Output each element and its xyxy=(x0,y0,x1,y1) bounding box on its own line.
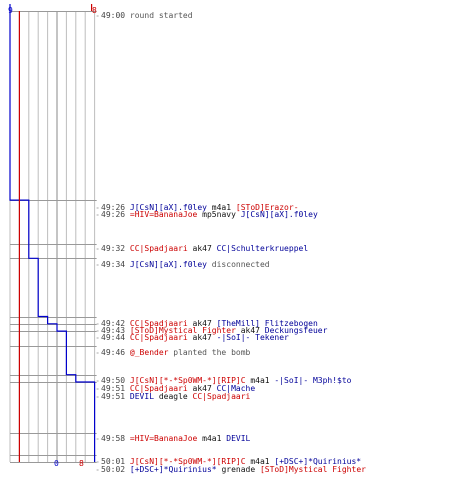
player-red: =HIV=BananaJoe xyxy=(129,434,198,443)
event-text: ak47 xyxy=(187,244,217,253)
event-text: planted the bomb xyxy=(168,348,251,357)
player-blue: DEVIL xyxy=(226,434,251,443)
event-row: 49:43 [SToD]Mystical Fighter ak47 Deckun… xyxy=(101,326,327,335)
event-row: 49:50 J[CsN][*-*Sp0WM-*][RIP]C m4a1 -|So… xyxy=(101,376,351,385)
blue-end-count: 0 xyxy=(54,459,59,468)
event-row: 49:34 J[CsN][aX].f0ley disconnected xyxy=(101,260,270,269)
event-time: 49:26 xyxy=(101,203,126,212)
event-row: 49:58 =HIV=BananaJoe m4a1 DEVIL xyxy=(101,434,250,443)
event-time: 49:51 xyxy=(101,392,126,401)
event-time: 49:44 xyxy=(101,333,126,342)
event-text: mp5navy xyxy=(197,210,241,219)
event-row: 49:51 CC|Spadjaari ak47 CC|Mache xyxy=(101,384,255,393)
player-blue: J[CsN][aX].f0ley xyxy=(240,210,318,219)
player-red: [SToD]Mystical Fighter xyxy=(259,465,366,474)
event-time: 49:42 xyxy=(101,319,126,328)
player-red: CC|Spadjaari xyxy=(129,384,188,393)
event-time: 49:43 xyxy=(101,326,126,335)
event-row: 49:26 =HIV=BananaJoe mp5navy J[CsN][aX].… xyxy=(101,210,318,219)
player-blue: DEVIL xyxy=(129,392,155,401)
event-text: ak47 xyxy=(235,326,265,335)
player-blue: [+DSC+]*Quirinius* xyxy=(274,457,362,466)
event-text: round started xyxy=(129,11,193,20)
event-time: 49:26 xyxy=(101,210,126,219)
player-blue: CC|Mache xyxy=(216,384,256,393)
event-row: 49:32 CC|Spadjaari ak47 CC|Schulterkruep… xyxy=(101,244,308,253)
red-start-count: 8 xyxy=(92,6,97,15)
event-time: 49:34 xyxy=(101,260,126,269)
player-red: CC|Spadjaari xyxy=(192,392,251,401)
player-red: =HIV=BananaJoe xyxy=(129,210,198,219)
event-text: m4a1 xyxy=(197,434,227,443)
player-blue: [TheMill] Flitzebogen xyxy=(216,319,318,328)
event-text: disconnected xyxy=(206,260,270,269)
player-red: J[CsN][*-*Sp0WM-*][RIP]C xyxy=(129,376,246,385)
event-row: 49:51 DEVIL deagle CC|Spadjaari xyxy=(101,392,250,401)
event-text: grenade xyxy=(216,465,260,474)
player-red: CC|Spadjaari xyxy=(129,244,188,253)
player-red: @_Bender xyxy=(129,348,169,357)
player-red: CC|Spadjaari xyxy=(129,319,188,328)
event-text: ak47 xyxy=(187,333,217,342)
player-blue: J[CsN][aX].f0ley xyxy=(129,203,207,212)
player-red: J[CsN][*-*Sp0WM-*][RIP]C xyxy=(129,457,246,466)
player-blue: J[CsN][aX].f0ley xyxy=(129,260,207,269)
event-time: 49:00 xyxy=(101,11,126,20)
event-time: 50:01 xyxy=(101,457,126,466)
event-text: ak47 xyxy=(187,319,217,328)
event-time: 49:32 xyxy=(101,244,126,253)
kill-timeline-chart xyxy=(9,4,100,471)
blue-start-count: 9 xyxy=(8,6,13,15)
event-time: 49:46 xyxy=(101,348,126,357)
player-blue: [+DSC+]*Quirinius* xyxy=(129,465,217,474)
event-row: 50:01 J[CsN][*-*Sp0WM-*][RIP]C m4a1 [+DS… xyxy=(101,457,361,466)
series-line-blue-team xyxy=(9,11,96,462)
event-text: deagle xyxy=(154,392,193,401)
player-red: CC|Spadjaari xyxy=(129,333,188,342)
event-time: 49:51 xyxy=(101,384,126,393)
event-text: m4a1 xyxy=(206,203,236,212)
player-red: [SToD]Erazor- xyxy=(235,203,299,212)
player-blue: CC|Schulterkrueppel xyxy=(216,244,309,253)
event-text: m4a1 xyxy=(245,457,275,466)
player-blue: -|SoI|- Tekener xyxy=(216,333,289,342)
event-text: m4a1 xyxy=(245,376,275,385)
player-red: [SToD]Mystical Fighter xyxy=(129,326,236,335)
event-row: 49:26 J[CsN][aX].f0ley m4a1 [SToD]Erazor… xyxy=(101,203,299,212)
event-time: 50:02 xyxy=(101,465,126,474)
event-row: 49:00 round started xyxy=(101,11,193,20)
event-time: 49:50 xyxy=(101,376,126,385)
red-end-count: 8 xyxy=(79,459,84,468)
event-row: 50:02 [+DSC+]*Quirinius* grenade [SToD]M… xyxy=(101,465,366,474)
event-row: 49:42 CC|Spadjaari ak47 [TheMill] Flitze… xyxy=(101,319,318,328)
player-blue: Deckungsfeuer xyxy=(264,326,328,335)
player-blue: -|SoI|- M3ph!$to xyxy=(274,376,352,385)
event-row: 49:46 @_Bender planted the bomb xyxy=(101,348,250,357)
event-text: ak47 xyxy=(187,384,217,393)
event-row: 49:44 CC|Spadjaari ak47 -|SoI|- Tekener xyxy=(101,333,289,342)
event-time: 49:58 xyxy=(101,434,126,443)
